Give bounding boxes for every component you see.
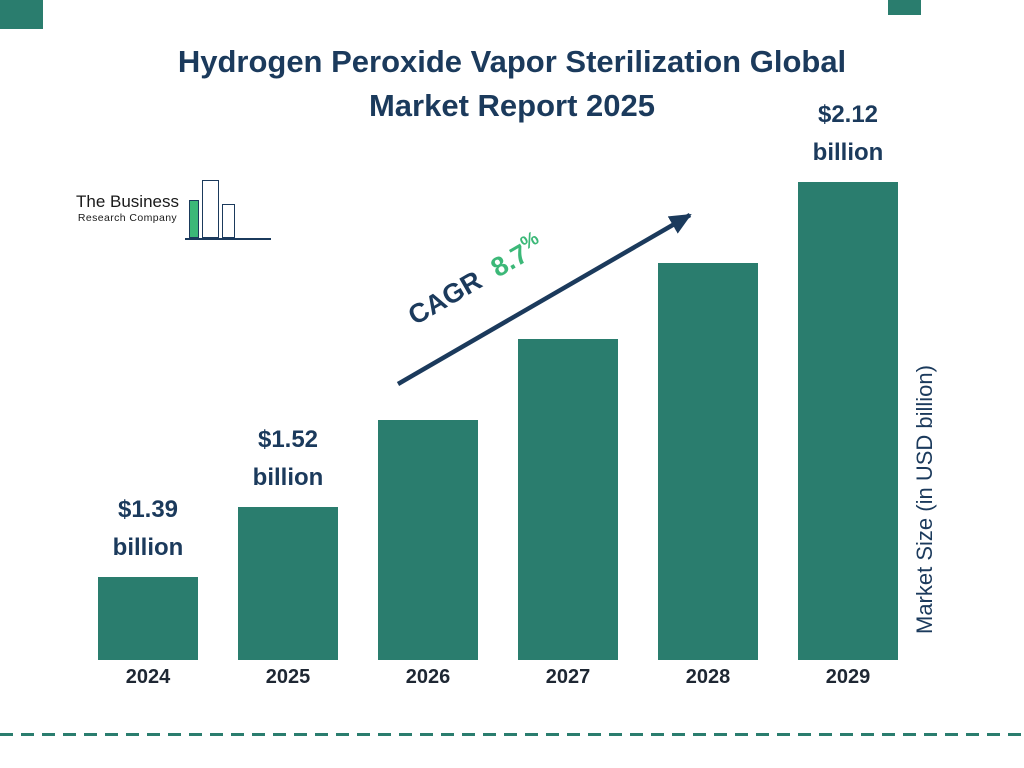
data-label-2025: $1.52 billion — [252, 426, 324, 491]
logo-bar-short — [222, 204, 235, 238]
data-label-2024: $1.39 billion — [112, 496, 184, 561]
bar-2029 — [798, 182, 898, 660]
cagr-value: 8.7% — [485, 227, 543, 284]
bar-2027 — [518, 339, 618, 660]
bottom-dashed-line — [0, 733, 1024, 736]
bar-2024 — [98, 577, 198, 660]
bar-2025 — [238, 507, 338, 660]
logo-bar-green — [189, 200, 199, 238]
company-logo: The Business Research Company — [76, 180, 271, 240]
page-title-line2: Market Report 2025 — [368, 88, 655, 123]
x-axis-label-2029: 2029 — [825, 666, 871, 688]
y-axis-label: Market Size (in USD billion) — [912, 365, 937, 635]
bar-2028 — [658, 263, 758, 660]
corner-decoration-top-right — [888, 0, 921, 15]
x-axis-label-2027: 2027 — [545, 666, 591, 688]
x-axis-label-2026: 2026 — [405, 666, 451, 688]
bar-2026 — [378, 420, 478, 660]
x-axis-label-2025: 2025 — [265, 666, 311, 688]
logo-bar-tall — [202, 180, 219, 238]
data-label-2029: $2.12 billion — [812, 101, 884, 166]
x-axis-label-2028: 2028 — [685, 666, 731, 688]
cagr-label: CAGR — [403, 265, 487, 331]
logo-text-line1: The Business — [76, 192, 179, 211]
logo-bars-icon — [185, 180, 271, 240]
page-title-line1: Hydrogen Peroxide Vapor Sterilization Gl… — [177, 44, 847, 79]
x-axis-label-2024: 2024 — [125, 666, 171, 688]
logo-text-line2: Research Company — [77, 212, 178, 224]
page-title: Hydrogen Peroxide Vapor Sterilization Gl… — [0, 40, 1024, 128]
logo-text: The Business Research Company — [76, 192, 179, 240]
corner-decoration-top-left — [0, 0, 43, 29]
cagr-annotation: CAGR8.7% — [402, 227, 549, 332]
